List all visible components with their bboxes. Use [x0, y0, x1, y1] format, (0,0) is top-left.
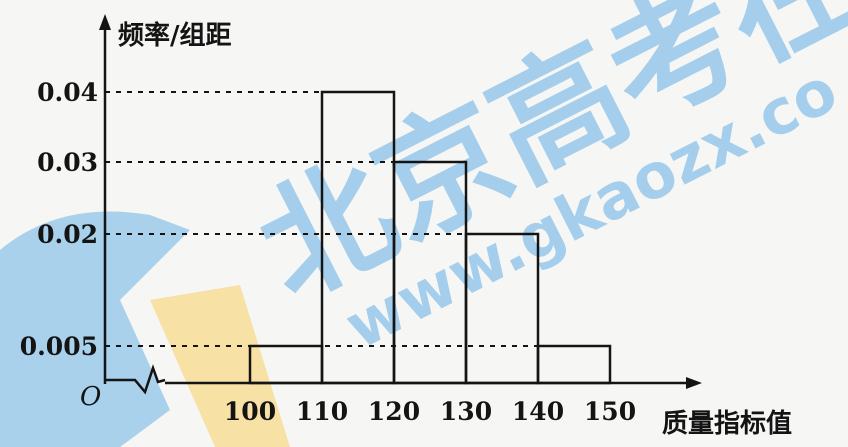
x-tick-label-5: 150: [584, 397, 636, 426]
x-tick-label-2: 120: [368, 397, 420, 426]
x-axis-arrowhead: [686, 377, 702, 389]
histogram-bar-4: [536, 344, 612, 385]
axes: [99, 14, 702, 395]
y-tick-label-1: 0.02: [37, 220, 98, 249]
x-tick-label-3: 130: [440, 397, 492, 426]
y-tick-label-0: 0.005: [20, 332, 98, 361]
x-tick-label-0: 100: [224, 397, 276, 426]
x-tick-labels: 100 110 120 130 140 150: [224, 397, 636, 426]
y-axis-title: 频率/组距: [118, 20, 232, 51]
y-axis-arrowhead: [99, 14, 111, 30]
watermark-arc-orange: [150, 285, 290, 447]
origin-label: O: [80, 382, 101, 412]
x-axis-break: [105, 364, 166, 395]
y-tick-label-3: 0.04: [37, 78, 98, 107]
y-tick-labels: 0.005 0.02 0.03 0.04: [20, 78, 98, 361]
y-tick-label-2: 0.03: [37, 148, 98, 177]
x-tick-label-4: 140: [512, 397, 564, 426]
x-tick-label-1: 110: [296, 397, 348, 426]
x-axis-title: 质量指标值: [662, 409, 792, 439]
